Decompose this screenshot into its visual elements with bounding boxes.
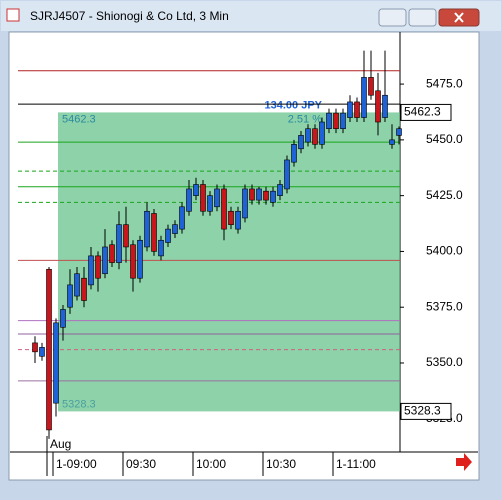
candle-body <box>396 128 402 136</box>
candle-body <box>200 184 206 212</box>
x-tick-label: 1-11:00 <box>336 457 376 471</box>
candle-body <box>123 224 129 248</box>
last-price-box <box>400 103 452 121</box>
candle-body <box>186 188 192 212</box>
candle-body <box>165 228 171 243</box>
candle-body <box>354 101 360 118</box>
y-tick-label: 5350.0 <box>426 355 463 369</box>
x-tick-label: 10:30 <box>266 457 296 471</box>
candle-body <box>368 77 374 96</box>
candle-body <box>67 284 73 308</box>
candle-body <box>389 139 395 145</box>
minimize-button[interactable] <box>378 8 407 27</box>
y-tick-label: 5450.0 <box>426 132 463 146</box>
candle-body <box>102 246 108 275</box>
close-icon <box>454 12 464 23</box>
candle-body <box>291 144 297 163</box>
window-title: SJRJ4507 - Shionogi & Co Ltd, 3 Min <box>30 9 229 23</box>
candle-body <box>172 224 178 234</box>
candle-body <box>32 342 38 353</box>
candle-body <box>109 244 115 263</box>
candle-body <box>305 128 311 143</box>
candle-body <box>326 112 332 130</box>
candle-body <box>361 77 367 118</box>
measure-low-label: 5328.3 <box>62 398 96 410</box>
candle-body <box>242 188 248 219</box>
candle-body <box>130 244 136 279</box>
x-tick-label: 1-09:00 <box>56 457 97 471</box>
candle-body <box>298 135 304 150</box>
low-price-box <box>400 402 452 420</box>
y-tick-label: 5375.0 <box>426 299 463 313</box>
candle-body <box>277 184 283 196</box>
candle-body <box>116 224 122 263</box>
candle-body <box>95 255 101 279</box>
candle-body <box>151 213 157 252</box>
candle-body <box>333 112 339 130</box>
candle-body <box>235 210 241 230</box>
measure-box <box>58 112 400 412</box>
candle-body <box>312 128 318 145</box>
scroll-arrow[interactable] <box>456 453 472 471</box>
measure-change: 134.00 JPY <box>265 99 323 111</box>
x-tick-label: 10:00 <box>196 457 226 471</box>
candle-body <box>256 188 262 201</box>
candle-body <box>375 90 381 123</box>
candle-body <box>53 322 59 404</box>
candle-body <box>347 101 353 118</box>
candle-body <box>88 255 94 286</box>
measure-percent: 2.51 % <box>288 113 322 125</box>
candle-body <box>81 277 87 301</box>
y-tick-label: 5400.0 <box>426 244 463 258</box>
candle-body <box>263 190 269 201</box>
last-price-box-label: 5462.3 <box>404 105 441 119</box>
candle-body <box>74 273 80 297</box>
x-sublabel: Aug <box>50 437 71 451</box>
candle-body <box>284 159 290 190</box>
candle-body <box>270 190 276 203</box>
candle-body <box>144 210 150 248</box>
candle-body <box>39 347 45 357</box>
candle-body <box>46 268 52 431</box>
candle-body <box>207 195 213 212</box>
candle-body <box>158 239 164 257</box>
candle-body <box>228 210 234 225</box>
candle-body <box>137 239 143 279</box>
candle-body <box>249 188 255 201</box>
measure-high-label: 5462.3 <box>62 113 96 125</box>
candle-body <box>179 206 185 230</box>
candle-body <box>60 309 66 328</box>
y-tick-label: 5475.0 <box>426 76 463 90</box>
app-icon <box>6 8 20 22</box>
candle-body <box>319 121 325 145</box>
candle-body <box>193 184 199 196</box>
x-tick-label: 09:30 <box>126 457 156 471</box>
candle-body <box>340 112 346 130</box>
maximize-button[interactable] <box>408 8 437 27</box>
candle-body <box>214 188 220 208</box>
candle-body <box>382 94 388 118</box>
y-tick-label: 5425.0 <box>426 188 463 202</box>
low-price-box-label: 5328.3 <box>404 404 441 418</box>
candle-body <box>221 188 227 230</box>
